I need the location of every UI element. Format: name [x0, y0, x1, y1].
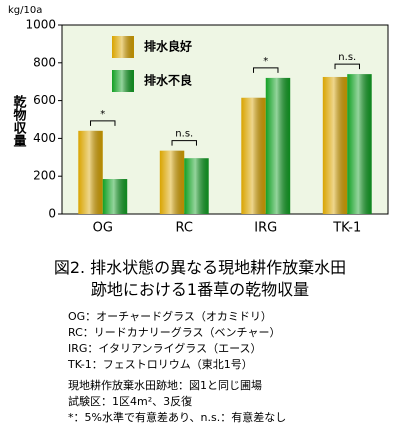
significance-bracket	[171, 140, 197, 146]
x-tick-label: OG	[93, 221, 113, 236]
note: IRG：イタリアンライグラス（エース）	[68, 342, 262, 355]
x-tick-label: RC	[176, 221, 193, 236]
chart: kg/10a 乾物収量 0 200 400 600 800 1000 OG * RC n.s. IR…	[8, 5, 389, 236]
bar-sheen	[347, 74, 372, 214]
bar-sheen	[159, 150, 185, 214]
caption: 図2. 排水状態の異なる現地耕作放棄水田	[53, 258, 347, 277]
footnote: 試験区：1区4m²、3反復	[68, 395, 193, 408]
caption: 跡地における1番草の乾物収量	[90, 280, 310, 299]
bar-sheen	[241, 97, 266, 214]
footnote: *：5%水準で有意差あり、n.s.：有意差なし	[68, 411, 287, 424]
legend-sheen	[112, 70, 134, 92]
note: OG：オーチャードグラス（オカミドリ）	[68, 310, 272, 323]
y-tick-label: 1000	[25, 18, 56, 32]
significance-label: *	[263, 56, 268, 67]
significance-bracket	[334, 63, 360, 70]
bar-sheen	[184, 158, 209, 214]
y-tick-label: 800	[33, 55, 56, 69]
y-axis-label: 乾物収量	[11, 94, 27, 148]
significance-label: n.s.	[175, 129, 193, 140]
bar-sheen	[265, 77, 291, 214]
x-tick-label: IRG	[254, 221, 277, 236]
significance-bracket	[90, 120, 116, 126]
y-unit: kg/10a	[8, 5, 42, 16]
x-tick-label: TK-1	[332, 221, 361, 236]
significance-label: n.s.	[338, 52, 356, 63]
note: TK-1：フェストロリウム（東北1号）	[68, 358, 253, 371]
significance-label: *	[100, 109, 105, 120]
bar-sheen	[322, 76, 348, 214]
y-tick-label: 400	[33, 131, 56, 145]
note: RC：リードカナリーグラス（ベンチャー）	[68, 326, 281, 339]
y-tick-label: 0	[48, 207, 56, 221]
bar-sheen	[102, 179, 128, 214]
y-tick-label: 600	[33, 93, 56, 107]
footnote: 現地耕作放棄水田跡地：図1と同じ圃場	[68, 379, 262, 392]
legend-label: 排水不良	[144, 73, 192, 88]
bar-sheen	[78, 130, 103, 214]
legend-label: 排水良好	[144, 39, 192, 54]
legend-sheen	[112, 36, 134, 58]
significance-bracket	[253, 67, 279, 73]
y-tick-label: 200	[33, 169, 56, 183]
